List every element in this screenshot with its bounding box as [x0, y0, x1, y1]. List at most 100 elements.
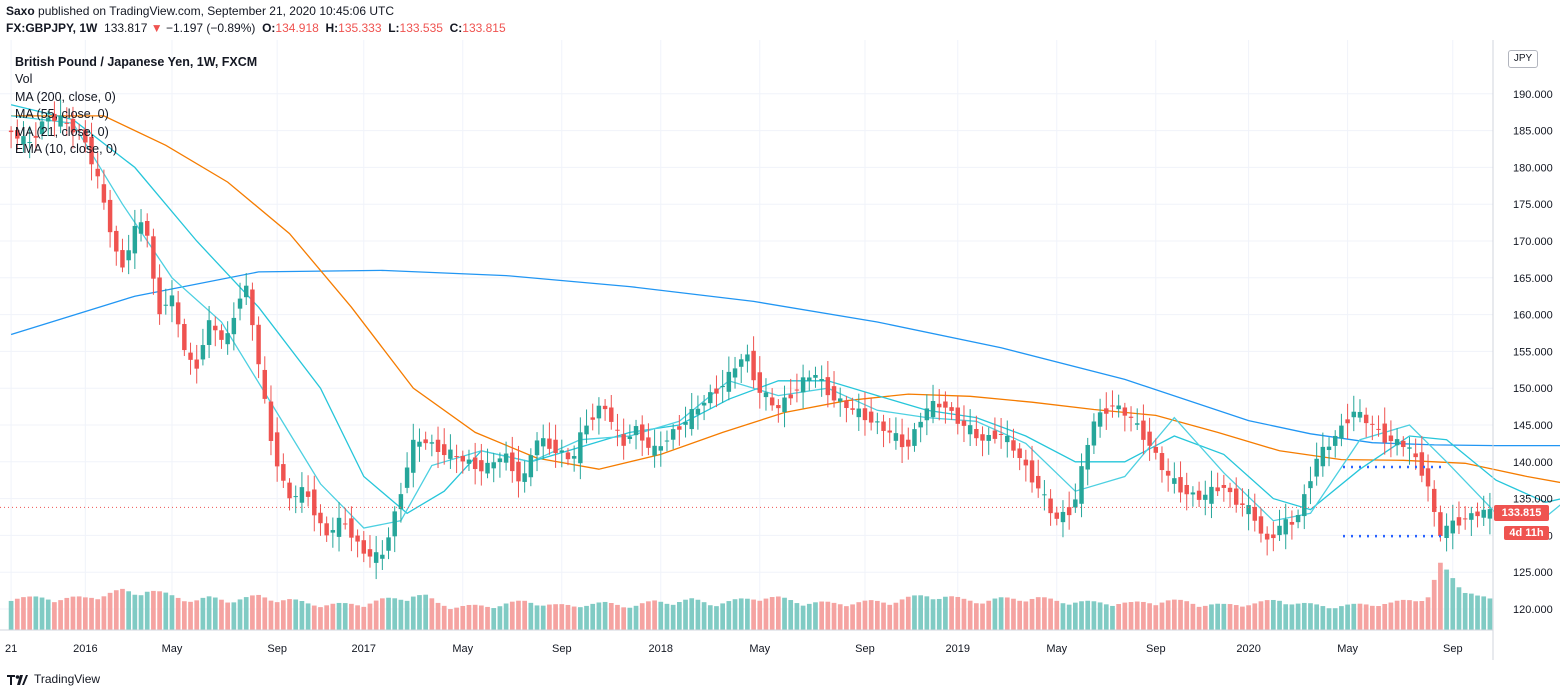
volume-bar: [1277, 600, 1282, 630]
candle-body: [1363, 414, 1369, 424]
candle-body: [1413, 453, 1418, 458]
volume-bar: [856, 602, 862, 630]
candle-body: [1252, 506, 1258, 521]
candle-body: [1246, 505, 1251, 515]
candle-body: [1302, 494, 1307, 517]
y-tick-label: 140.000: [1513, 457, 1553, 469]
candle-body: [76, 129, 82, 131]
volume-bar: [1184, 601, 1190, 630]
candle-body: [788, 394, 793, 399]
open-label: O:: [262, 21, 276, 35]
candle-body: [1388, 435, 1394, 442]
candle-body: [126, 250, 131, 261]
volume-bar: [899, 599, 905, 630]
volume-bar: [89, 597, 94, 630]
candle-body: [782, 397, 787, 413]
volume-bar: [565, 604, 571, 630]
candle-body: [330, 530, 336, 533]
volume-bar: [188, 601, 193, 630]
candle-body: [1221, 485, 1227, 488]
footer: TradingView: [6, 672, 100, 686]
volume-bar: [132, 594, 138, 630]
volume-bar: [1400, 599, 1406, 630]
volume-bar: [1141, 601, 1146, 630]
candle-body: [497, 458, 503, 463]
y-tick-label: 135.000: [1513, 494, 1553, 506]
candle-body: [1153, 446, 1159, 453]
volume-bar: [577, 607, 583, 630]
chart-axes: 190.000 185.000 180.000 175.000 170.000 165.0…: [0, 40, 1553, 660]
candle-body: [540, 438, 546, 447]
candle-body: [342, 523, 348, 525]
candle-body: [1023, 459, 1029, 466]
volume-bar: [113, 590, 119, 630]
volume-bar: [460, 605, 466, 630]
volume-bar: [1376, 606, 1381, 630]
volume-bar: [881, 602, 886, 630]
candle-body: [1487, 509, 1493, 519]
candle-body: [1141, 420, 1146, 440]
candle-body: [584, 425, 589, 435]
candle-body: [701, 402, 707, 406]
candle-body: [565, 452, 571, 460]
volume-bar: [379, 598, 385, 630]
candle-body: [658, 446, 664, 451]
candle-body: [448, 449, 453, 459]
candle-body: [1289, 521, 1295, 525]
candle-body: [231, 317, 237, 335]
candle-body: [1104, 408, 1109, 414]
volume-bar: [547, 604, 552, 630]
candle-body: [324, 523, 329, 536]
candle-body: [1314, 458, 1319, 477]
volume-bar: [676, 602, 682, 630]
volume-bar: [1252, 603, 1258, 630]
candle-body: [986, 434, 991, 441]
candle-body: [528, 455, 534, 478]
candle-body: [1258, 516, 1264, 534]
volume-bar: [163, 592, 169, 630]
candle-body: [411, 439, 416, 473]
volume-bar: [423, 594, 429, 630]
volume-bar: [633, 605, 639, 630]
volume-bar: [293, 599, 299, 630]
volume-bar: [435, 602, 441, 630]
volume-bar: [1444, 569, 1449, 630]
candle-body: [1233, 488, 1239, 505]
candle-body: [472, 457, 478, 470]
volume-bar: [1072, 602, 1078, 630]
volume-bar: [231, 602, 237, 630]
x-tick-label: 2017: [352, 643, 376, 655]
candle-body: [1425, 468, 1431, 487]
volume-bar: [299, 600, 305, 630]
volume-bar: [1035, 597, 1041, 630]
volume-bar: [448, 609, 453, 630]
volume-bar: [1289, 604, 1295, 630]
volume-bar: [144, 591, 150, 630]
candle-body: [1178, 477, 1183, 493]
volume-bar: [1171, 599, 1177, 630]
candle-body: [281, 464, 286, 481]
volume-bar: [1116, 604, 1122, 630]
high-label: H:: [325, 21, 339, 35]
x-tick-label: May: [452, 643, 473, 655]
volume-bar: [615, 604, 620, 630]
volume-bar: [794, 603, 800, 630]
volume-bar: [1091, 601, 1097, 630]
candle-body: [1060, 511, 1066, 523]
candle-body: [639, 424, 645, 441]
volume-bar: [1023, 601, 1029, 630]
volume-bar: [206, 596, 212, 630]
currency-badge[interactable]: JPY: [1508, 50, 1538, 68]
volume-bar: [980, 603, 985, 630]
volume-bar: [1196, 606, 1202, 630]
footer-brand: TradingView: [34, 672, 101, 686]
volume-bar: [1320, 606, 1326, 630]
candle-body: [27, 141, 32, 143]
volume-bar: [336, 602, 342, 630]
candle-body: [107, 199, 113, 233]
price-chart[interactable]: 190.000 185.000 180.000 175.000 170.000 165.0…: [0, 40, 1560, 670]
volume-bar: [955, 596, 961, 630]
low-label: L:: [388, 21, 400, 35]
volume-bar: [1283, 604, 1289, 630]
candle-body: [1097, 412, 1103, 427]
